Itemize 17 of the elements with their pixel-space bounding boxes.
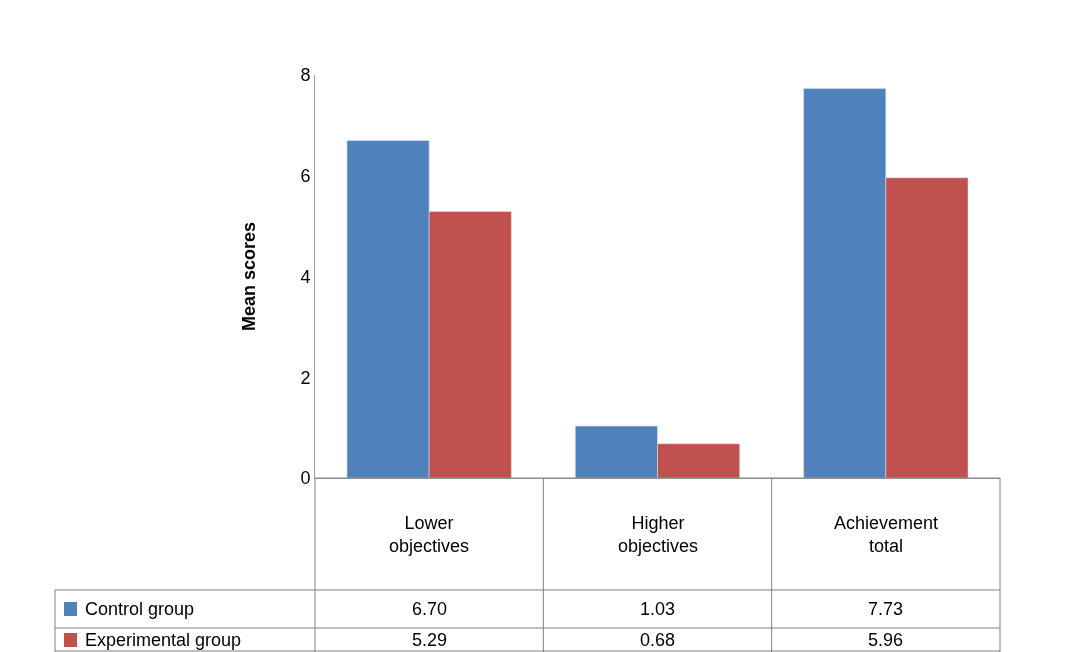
x-tick-label: Higher objectives: [618, 513, 699, 557]
y-tick-label: 0: [300, 468, 311, 489]
data-label: 1.03: [640, 599, 676, 619]
y-tick-label: 8: [300, 65, 311, 86]
legend-label: Control group: [85, 599, 195, 619]
x-tick-label: Achievement total: [834, 513, 939, 557]
data-label: 6.70: [412, 599, 448, 619]
legend-label: Experimental group: [85, 630, 242, 650]
y-tick-label: 6: [300, 166, 311, 187]
data-label: 7.73: [868, 599, 904, 619]
y-axis-title: Mean scores: [238, 221, 259, 332]
data-label: 5.29: [412, 630, 448, 650]
y-tick-label: 2: [300, 367, 311, 388]
data-label: 5.96: [868, 630, 904, 650]
data-label: 0.68: [640, 630, 676, 650]
y-tick-label: 4: [300, 266, 311, 287]
x-tick-label: Lower objectives: [389, 513, 470, 557]
